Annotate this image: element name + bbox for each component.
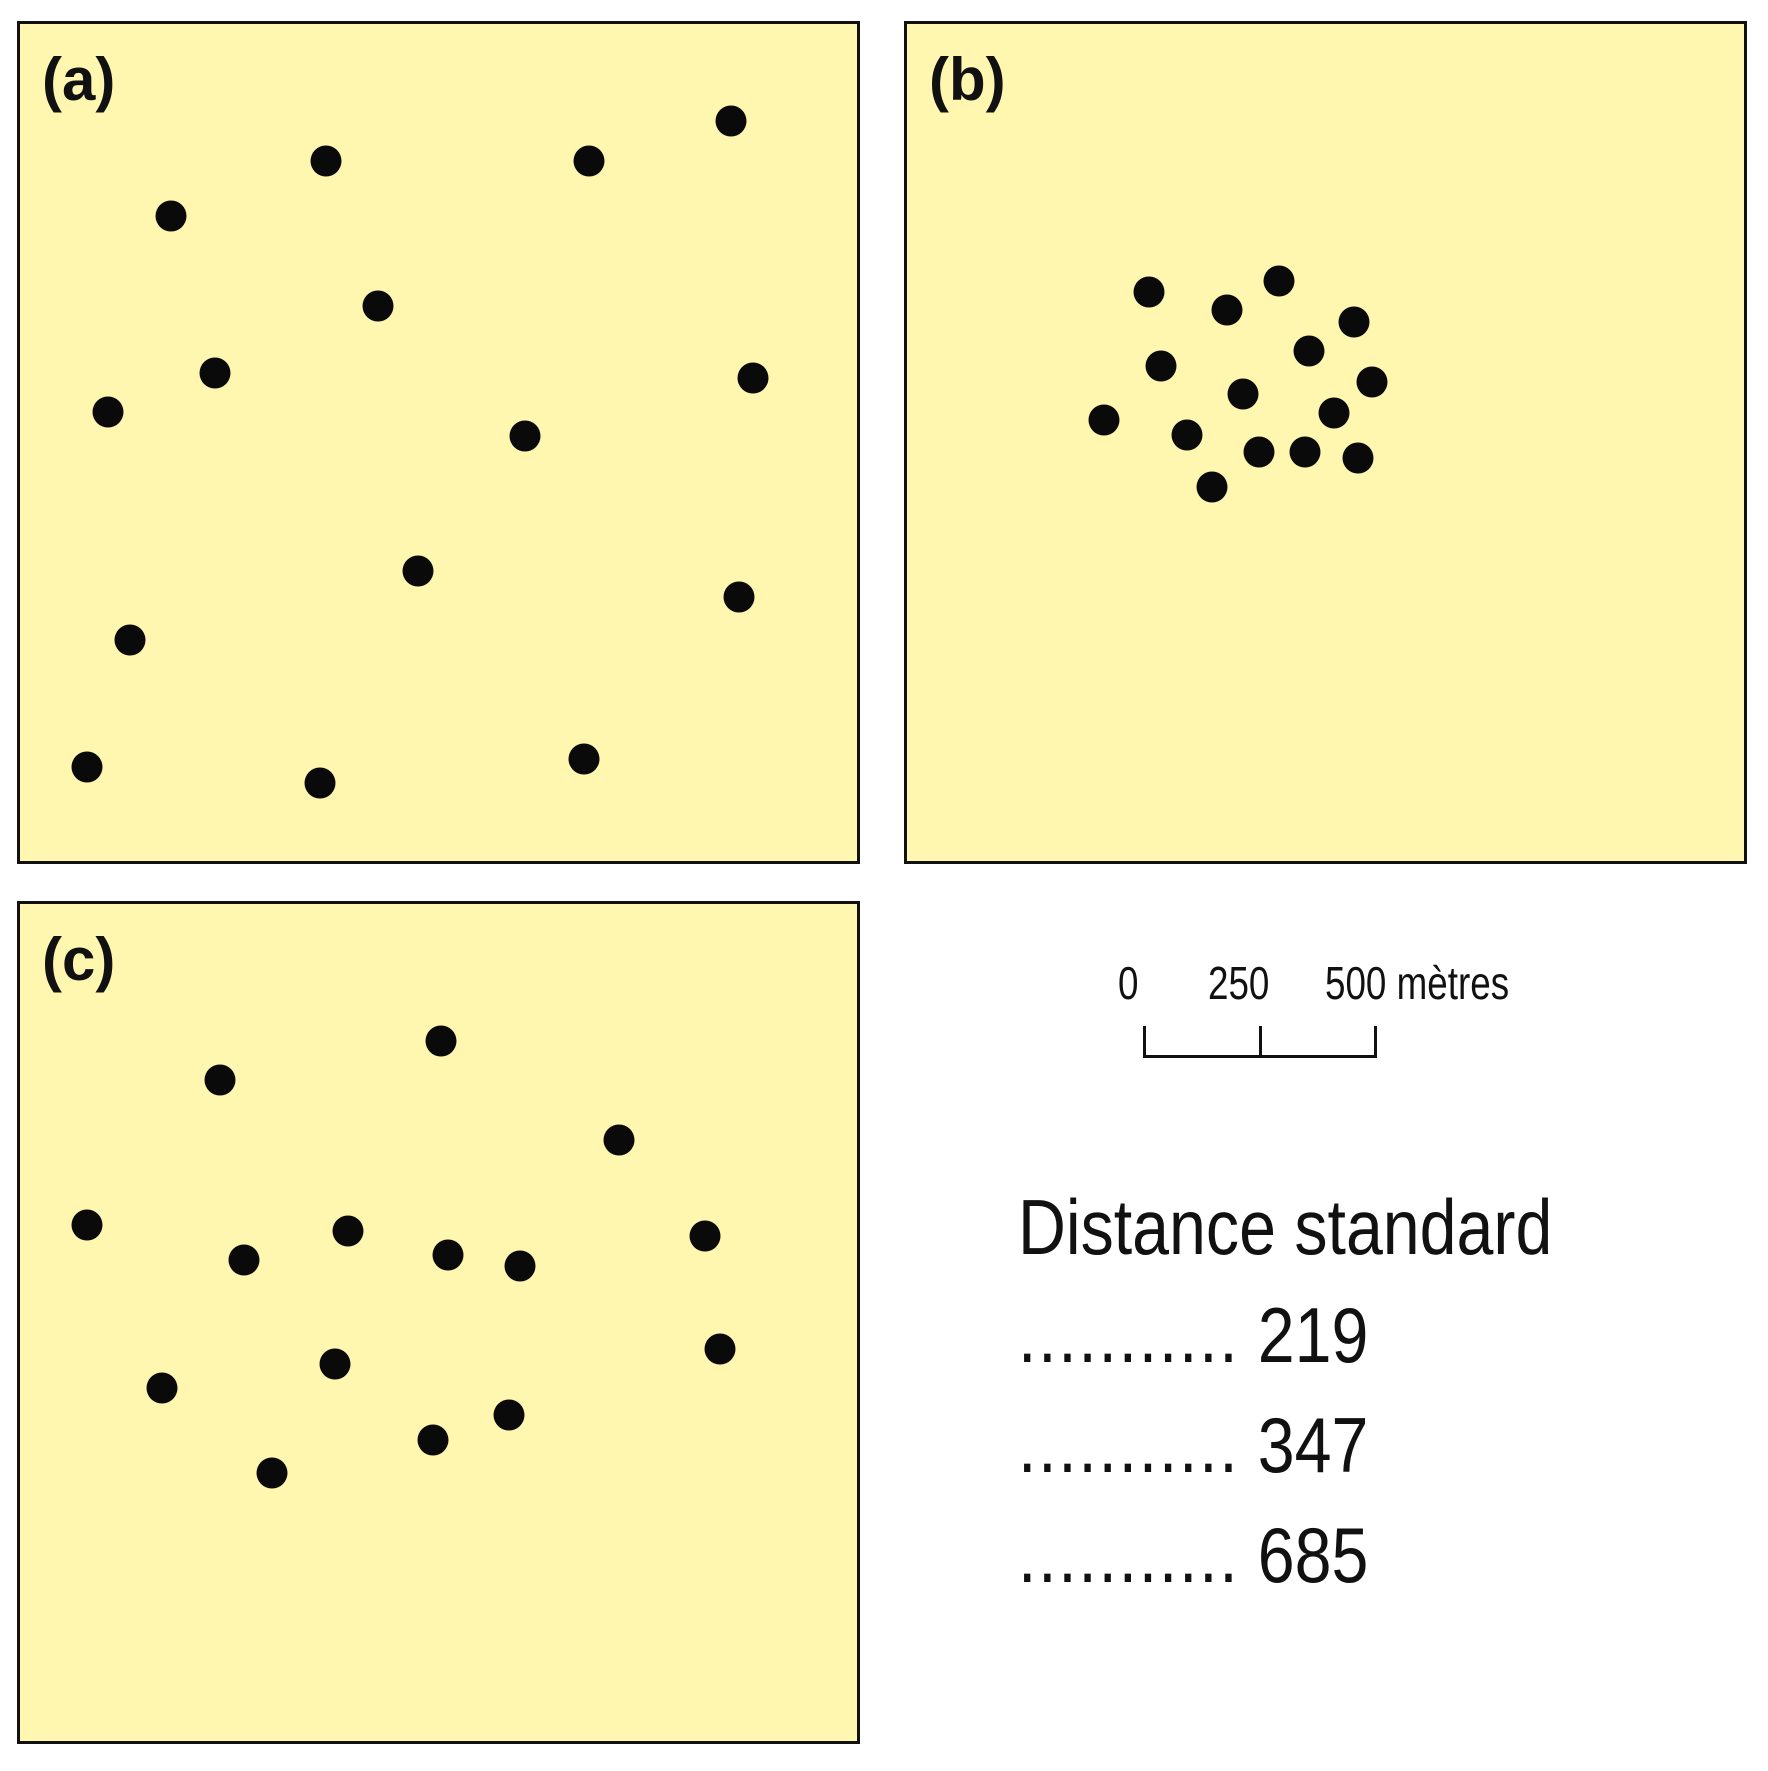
point-dot bbox=[1171, 419, 1203, 451]
point-dot bbox=[1338, 306, 1370, 338]
point-dot bbox=[71, 1209, 103, 1241]
panel-c: (c) bbox=[17, 901, 860, 1744]
panel-label-a: (a) bbox=[42, 46, 116, 113]
scale-tick-250 bbox=[1259, 1026, 1262, 1058]
point-dot bbox=[92, 396, 124, 428]
point-dot bbox=[417, 1424, 449, 1456]
point-dot bbox=[362, 290, 394, 322]
legend-value-1: 219 bbox=[1257, 1291, 1369, 1379]
legend-row-3: ........... 685 bbox=[1018, 1516, 1368, 1594]
scale-bar: 0 250 500 mètres bbox=[1110, 957, 1509, 1060]
scale-tick-500 bbox=[1374, 1026, 1377, 1058]
point-dot bbox=[504, 1250, 536, 1282]
point-dot bbox=[114, 624, 146, 656]
point-dot bbox=[1243, 436, 1275, 468]
point-dot bbox=[715, 105, 747, 137]
scale-tick-0 bbox=[1143, 1026, 1146, 1058]
point-dot bbox=[310, 145, 342, 177]
point-dot bbox=[493, 1399, 525, 1431]
panel-a: (a) bbox=[17, 21, 860, 864]
legend-row-1: ........... 219 bbox=[1018, 1296, 1368, 1374]
panel-b: (b) bbox=[904, 21, 1747, 864]
point-dot bbox=[204, 1064, 236, 1096]
point-dot bbox=[146, 1372, 178, 1404]
legend-leader-3: ........... bbox=[1018, 1511, 1240, 1599]
point-dot bbox=[568, 743, 600, 775]
legend-value-3: 685 bbox=[1257, 1511, 1369, 1599]
point-dot bbox=[1342, 442, 1374, 474]
legend-row-2: ........... 347 bbox=[1018, 1406, 1368, 1484]
scale-tick-label-250: 250 bbox=[1208, 957, 1270, 1009]
point-dot bbox=[704, 1333, 736, 1365]
point-dot bbox=[1211, 294, 1243, 326]
point-dot bbox=[425, 1025, 457, 1057]
point-dot bbox=[199, 357, 231, 389]
point-dot bbox=[1356, 366, 1388, 398]
point-dot bbox=[509, 420, 541, 452]
point-dot bbox=[723, 581, 755, 613]
point-dot bbox=[228, 1244, 260, 1276]
legend-leader-2: ........... bbox=[1018, 1401, 1240, 1489]
point-dot bbox=[573, 145, 605, 177]
scale-tick-label-500: 500 mètres bbox=[1325, 957, 1510, 1009]
point-dot bbox=[689, 1220, 721, 1252]
point-dot bbox=[332, 1215, 364, 1247]
scale-tick-label-0: 0 bbox=[1118, 957, 1139, 1009]
legend-title: Distance standard bbox=[1018, 1183, 1553, 1271]
point-dot bbox=[1145, 350, 1177, 382]
point-dot bbox=[603, 1124, 635, 1156]
legend: Distance standard ........... 219 ......… bbox=[1018, 1183, 1647, 1594]
legend-value-2: 347 bbox=[1257, 1401, 1369, 1489]
point-dot bbox=[1196, 471, 1228, 503]
point-dot bbox=[402, 555, 434, 587]
point-dot bbox=[1133, 276, 1165, 308]
point-dot bbox=[155, 200, 187, 232]
point-dot bbox=[1318, 397, 1350, 429]
point-dot bbox=[1289, 436, 1321, 468]
point-dot bbox=[1227, 378, 1259, 410]
point-dot bbox=[71, 751, 103, 783]
legend-leader-1: ........... bbox=[1018, 1291, 1240, 1379]
panel-label-b: (b) bbox=[929, 46, 1006, 113]
point-dot bbox=[737, 362, 769, 394]
point-dot bbox=[304, 767, 336, 799]
point-dot bbox=[1088, 404, 1120, 436]
point-dot bbox=[256, 1457, 288, 1489]
point-dot bbox=[319, 1348, 351, 1380]
point-dot bbox=[432, 1239, 464, 1271]
panel-label-c: (c) bbox=[42, 926, 116, 993]
point-dot bbox=[1293, 335, 1325, 367]
point-dot bbox=[1263, 265, 1295, 297]
